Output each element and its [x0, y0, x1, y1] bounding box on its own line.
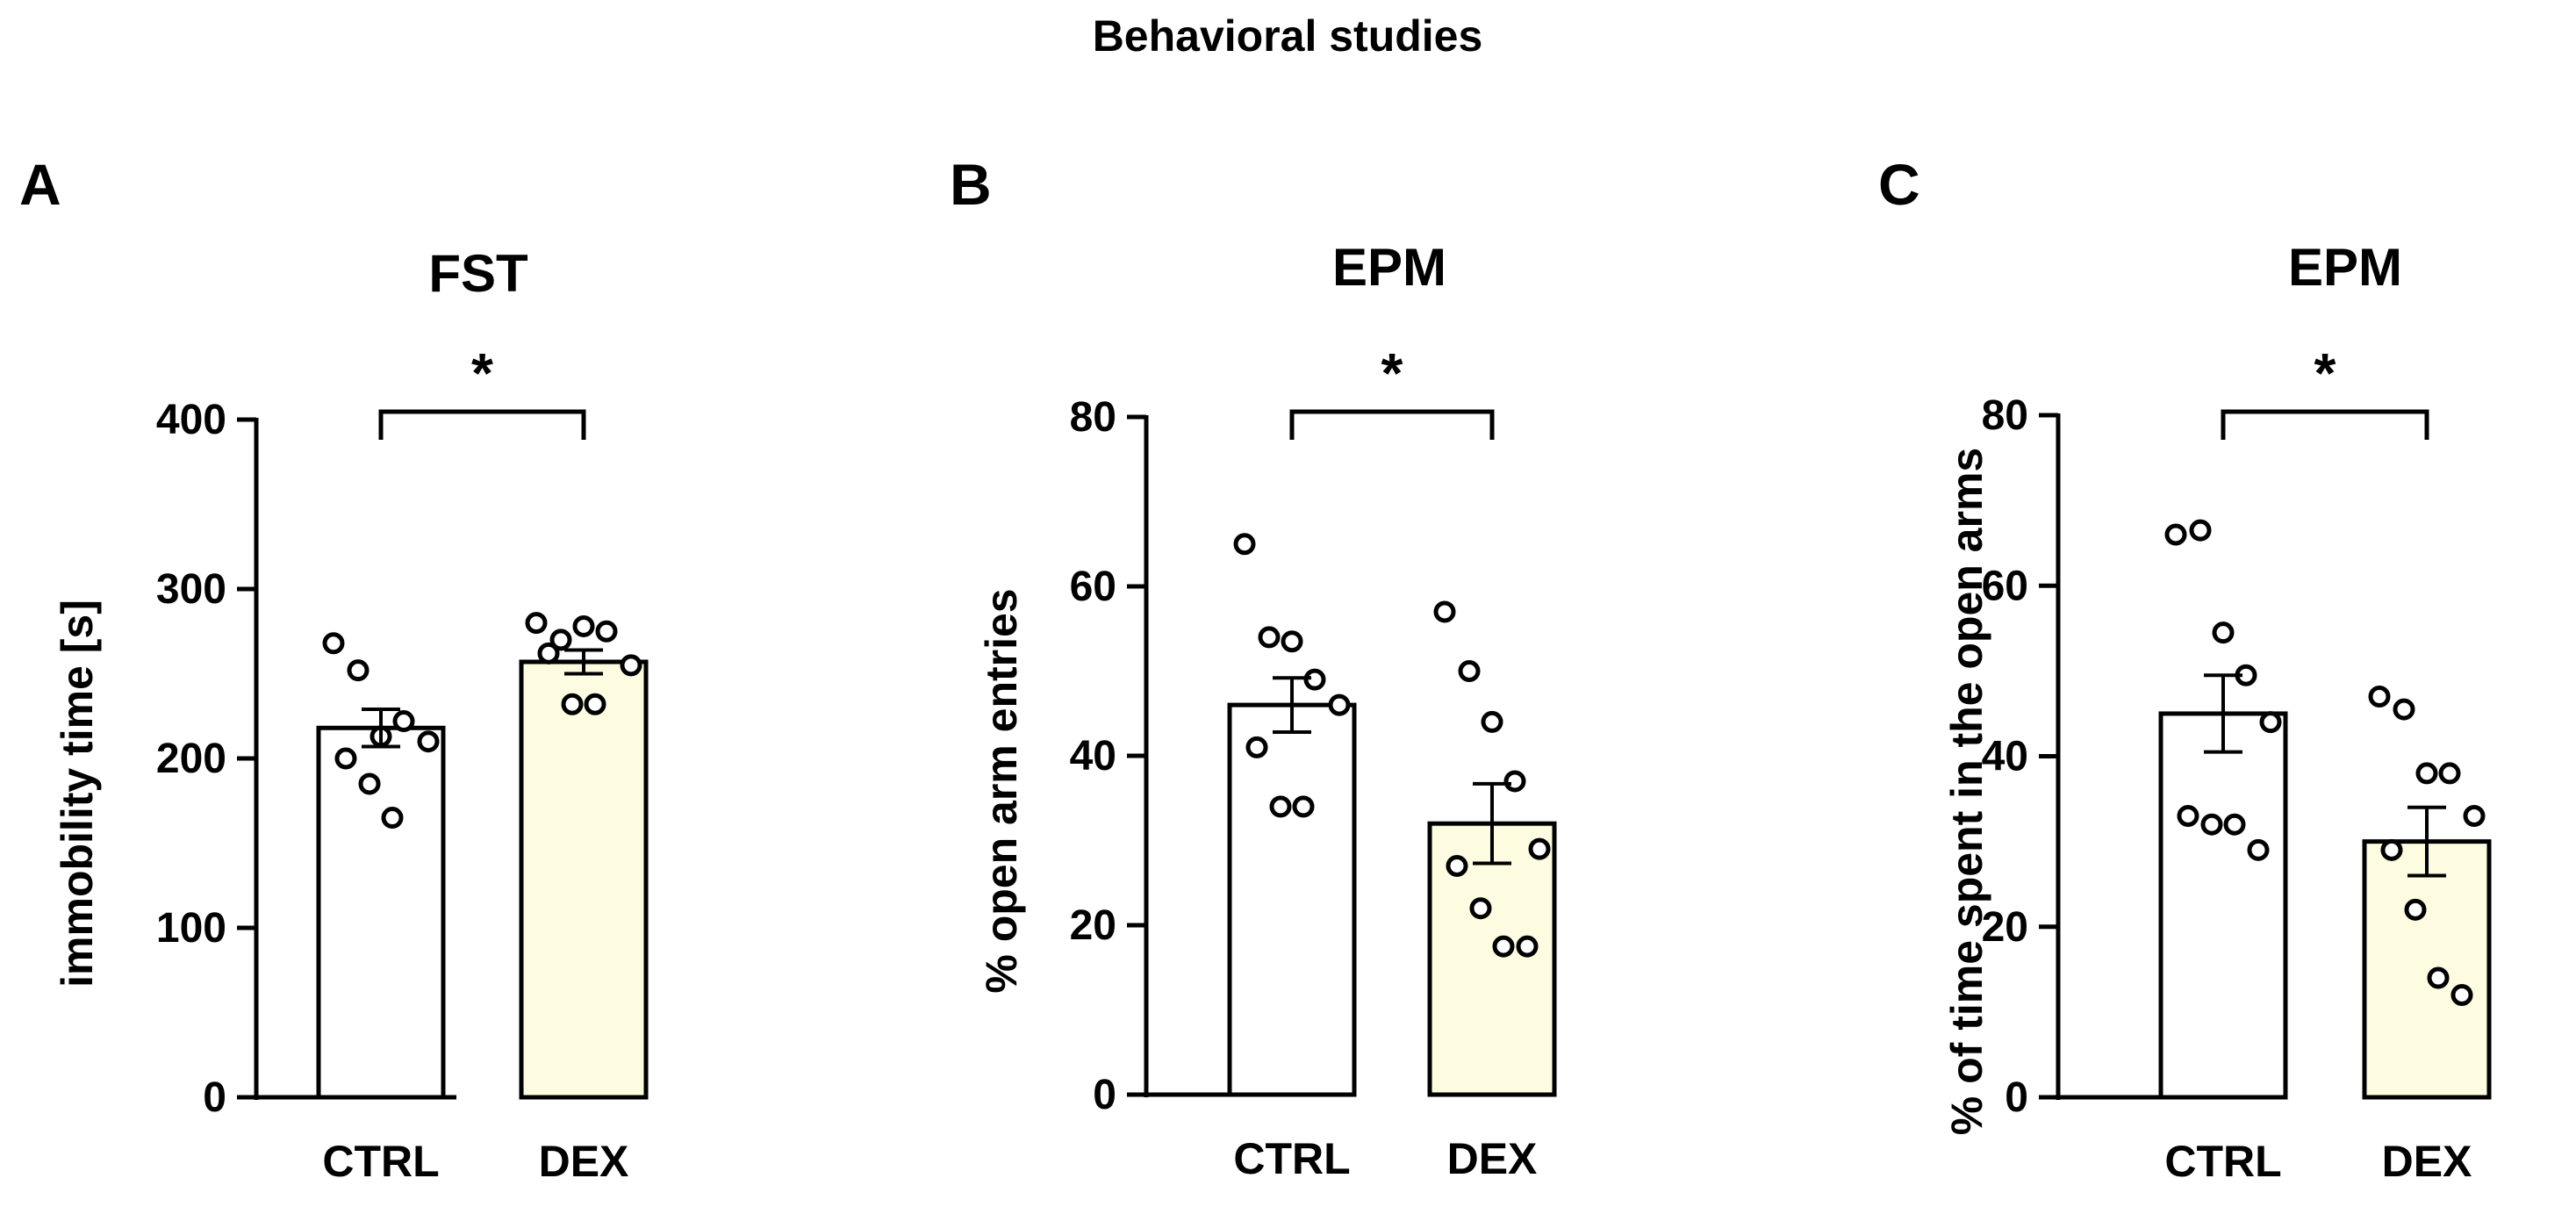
y-tick-label: 80 [1070, 394, 1116, 441]
data-point [2212, 621, 2235, 644]
panel-label: A [19, 152, 61, 217]
x-tick-label-ctrl: CTRL [1233, 1134, 1350, 1183]
y-tick-label: 0 [1093, 1072, 1116, 1118]
data-point [2393, 698, 2415, 721]
y-tick-label: 0 [2005, 1074, 2028, 1121]
data-point [525, 612, 548, 635]
panel-a: A FST 0 100 200 300 400 immobility time [s] CTRL… [19, 152, 649, 1186]
data-point [1481, 710, 1503, 733]
data-point [2223, 813, 2246, 836]
bar-ctrl [2158, 711, 2288, 1100]
data-point [2177, 804, 2199, 827]
y-axis-label: immobility time [s] [53, 600, 102, 988]
data-point [392, 710, 415, 733]
data-point [1458, 660, 1481, 682]
x-tick-label-ctrl: CTRL [2164, 1137, 2281, 1186]
data-point [2463, 804, 2486, 827]
y-tick-label: 60 [1070, 564, 1116, 610]
data-point [417, 730, 440, 753]
figure-title: Behavioral studies [1093, 11, 1483, 61]
bar-dex [2362, 839, 2492, 1100]
data-point [1292, 795, 1315, 818]
data-point [2200, 813, 2223, 836]
y-tick-label: 200 [156, 736, 226, 782]
data-point [1269, 795, 1292, 818]
significance-bracket [2221, 409, 2429, 440]
data-point [347, 659, 370, 682]
y-axis-label: % of time spent in the open arms [1942, 448, 1991, 1135]
significance-bracket [378, 409, 586, 440]
y-tick-label: 400 [156, 397, 226, 443]
x-tick-label-dex: DEX [539, 1137, 629, 1186]
data-point [2259, 711, 2282, 734]
data-point [2450, 983, 2473, 1006]
significance-marker: * [2314, 341, 2336, 405]
data-point [2415, 762, 2438, 785]
data-point [2380, 838, 2403, 861]
panel-b: B EPM 0 20 40 60 80 % open arm entries CTRL DEX * [950, 152, 1557, 1183]
data-point [2247, 838, 2270, 861]
data-point [1516, 935, 1539, 958]
bar-dex [519, 659, 649, 1100]
y-tick-label: 300 [156, 566, 226, 613]
data-point [620, 654, 642, 677]
panel-c: C EPM 0 20 40 60 80 % of time spent in the open… [1878, 152, 2492, 1186]
data-point [537, 642, 560, 665]
panel-label: C [1878, 152, 1920, 217]
y-tick-label: 80 [1982, 392, 2028, 439]
data-point [2427, 966, 2450, 989]
y-tick-label: 40 [1070, 733, 1116, 780]
data-point [1245, 736, 1268, 758]
data-point [2368, 686, 2391, 708]
significance-marker: * [1381, 341, 1403, 405]
data-point [1233, 533, 1256, 556]
data-point [1469, 897, 1492, 920]
data-point [1492, 935, 1515, 958]
y-tick-label: 20 [1070, 902, 1116, 949]
panel-label: B [950, 152, 992, 217]
data-point [549, 629, 572, 651]
y-tick-label: 0 [203, 1074, 226, 1121]
y-tick-label: 60 [1982, 563, 2028, 609]
data-point [1503, 770, 1526, 793]
panel-title: EPM [1332, 238, 1446, 297]
x-tick-label-ctrl: CTRL [322, 1137, 439, 1186]
y-tick-label: 100 [156, 905, 226, 952]
data-point [1281, 630, 1303, 653]
data-point [2189, 519, 2212, 542]
bar-ctrl [1227, 702, 1357, 1097]
data-point [2404, 898, 2427, 921]
data-point [2438, 762, 2461, 785]
data-point [572, 614, 595, 637]
bar-ctrl [316, 725, 446, 1100]
data-point [322, 632, 345, 655]
x-tick-label-dex: DEX [1447, 1134, 1538, 1183]
y-tick-label: 40 [1982, 734, 2028, 780]
data-point [1258, 626, 1281, 649]
data-point [1433, 600, 1456, 623]
panel-title: FST [428, 244, 527, 303]
data-point [595, 620, 618, 643]
x-tick-label-dex: DEX [2382, 1137, 2472, 1186]
significance-marker: * [471, 341, 493, 405]
panel-title: EPM [2288, 238, 2402, 297]
y-tick-label: 20 [1982, 904, 2028, 951]
data-point [334, 747, 357, 770]
data-point [584, 693, 606, 715]
data-point [561, 693, 584, 715]
data-point [1328, 693, 1351, 716]
data-point [1446, 854, 1468, 877]
data-point [1528, 837, 1551, 860]
data-point [381, 807, 404, 830]
data-point [358, 772, 381, 795]
significance-bracket [1289, 409, 1495, 440]
data-point [2164, 523, 2187, 546]
y-axis-label: % open arm entries [977, 588, 1026, 993]
